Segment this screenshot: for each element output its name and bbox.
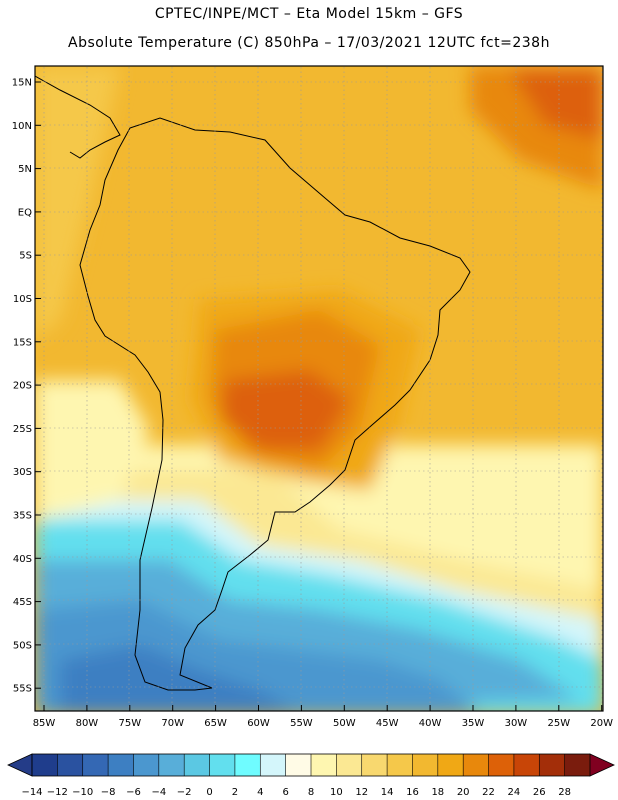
lat-label: 35S <box>13 511 32 522</box>
legend-swatch <box>184 754 211 776</box>
legend-label: 26 <box>533 787 546 798</box>
lon-label: 25W <box>547 718 570 729</box>
legend-label: 4 <box>257 787 263 798</box>
legend-label: 24 <box>508 787 521 798</box>
lat-label: 10N <box>12 121 32 132</box>
legend-swatch <box>158 754 185 776</box>
legend-swatch <box>133 754 160 776</box>
legend-label: 14 <box>381 787 394 798</box>
legend-swatch <box>108 754 134 776</box>
legend-swatch <box>513 754 540 776</box>
lat-label: 15N <box>12 78 32 89</box>
color-legend: −14 −12 −10 −8 −6 −4 −2 0 2 4 6 8 10 12 14 16 18 20 22 24 26… <box>7 753 615 798</box>
lat-label: 10S <box>13 294 32 305</box>
legend-swatch <box>361 754 388 776</box>
lon-label: 80W <box>76 718 99 729</box>
legend-swatch <box>311 754 337 776</box>
lon-label: 65W <box>204 718 227 729</box>
legend-label: 22 <box>482 787 495 798</box>
legend-label: 28 <box>558 787 571 798</box>
lon-label: 75W <box>118 718 141 729</box>
legend-label: −12 <box>47 787 68 798</box>
lon-label: 30W <box>505 718 528 729</box>
legend-swatch <box>57 754 84 776</box>
legend-label: 10 <box>330 787 343 798</box>
legend-swatch <box>32 754 58 776</box>
legend-over-arrow <box>589 753 615 777</box>
lat-label: 5N <box>18 164 32 175</box>
graticule <box>36 67 603 710</box>
plot-frame <box>34 65 604 712</box>
legend-swatch <box>463 754 490 776</box>
lon-label: 20W <box>590 718 613 729</box>
lat-label: EQ <box>18 207 32 218</box>
lat-label: 55S <box>13 684 32 695</box>
legend-swatch <box>437 754 464 776</box>
legend-label: −6 <box>126 787 141 798</box>
legend-swatch <box>488 754 515 776</box>
legend-swatch <box>234 754 261 776</box>
lat-label: 5S <box>19 251 32 262</box>
legend-label: −4 <box>151 787 166 798</box>
lat-label: 30S <box>13 467 32 478</box>
legend-label: 16 <box>406 787 419 798</box>
legend-swatch <box>336 754 363 776</box>
lon-label: 55W <box>290 718 313 729</box>
legend-label: 8 <box>308 787 314 798</box>
legend-label: 0 <box>206 787 212 798</box>
legend-swatch <box>539 754 566 776</box>
lat-label: 45S <box>13 597 32 608</box>
legend-swatch <box>82 754 109 776</box>
map-title-line2: Absolute Temperature (C) 850hPa – 17/03/… <box>68 35 550 51</box>
legend-label: 20 <box>457 787 470 798</box>
lat-label: 40S <box>13 554 32 565</box>
legend-swatch <box>209 754 236 776</box>
legend-label: 18 <box>431 787 444 798</box>
legend-swatch <box>564 754 591 776</box>
lat-label: 15S <box>13 337 32 348</box>
coastline <box>35 75 471 691</box>
lon-label: 40W <box>419 718 442 729</box>
lon-label: 50W <box>333 718 356 729</box>
map-title-line1: CPTEC/INPE/MCT – Eta Model 15km – GFS <box>154 6 464 22</box>
legend-under-arrow <box>7 753 33 777</box>
temperature-field <box>35 66 603 711</box>
legend-label: 12 <box>355 787 368 798</box>
lon-label: 35W <box>462 718 485 729</box>
lon-label: 60W <box>247 718 270 729</box>
lon-label: 45W <box>376 718 399 729</box>
legend-label: −14 <box>21 787 42 798</box>
legend-swatch <box>412 754 439 776</box>
legend-swatch <box>285 754 312 776</box>
legend-label: 2 <box>232 787 238 798</box>
lat-label: 50S <box>13 640 32 651</box>
legend-swatch <box>260 754 287 776</box>
legend-label: −2 <box>177 787 192 798</box>
legend-swatch <box>387 754 413 776</box>
legend-label: −8 <box>101 787 116 798</box>
lon-label: 85W <box>33 718 56 729</box>
legend-label: −10 <box>72 787 93 798</box>
lat-label: 20S <box>13 381 32 392</box>
legend-label: 6 <box>282 787 288 798</box>
lat-label: 25S <box>13 424 32 435</box>
lon-label: 70W <box>161 718 184 729</box>
